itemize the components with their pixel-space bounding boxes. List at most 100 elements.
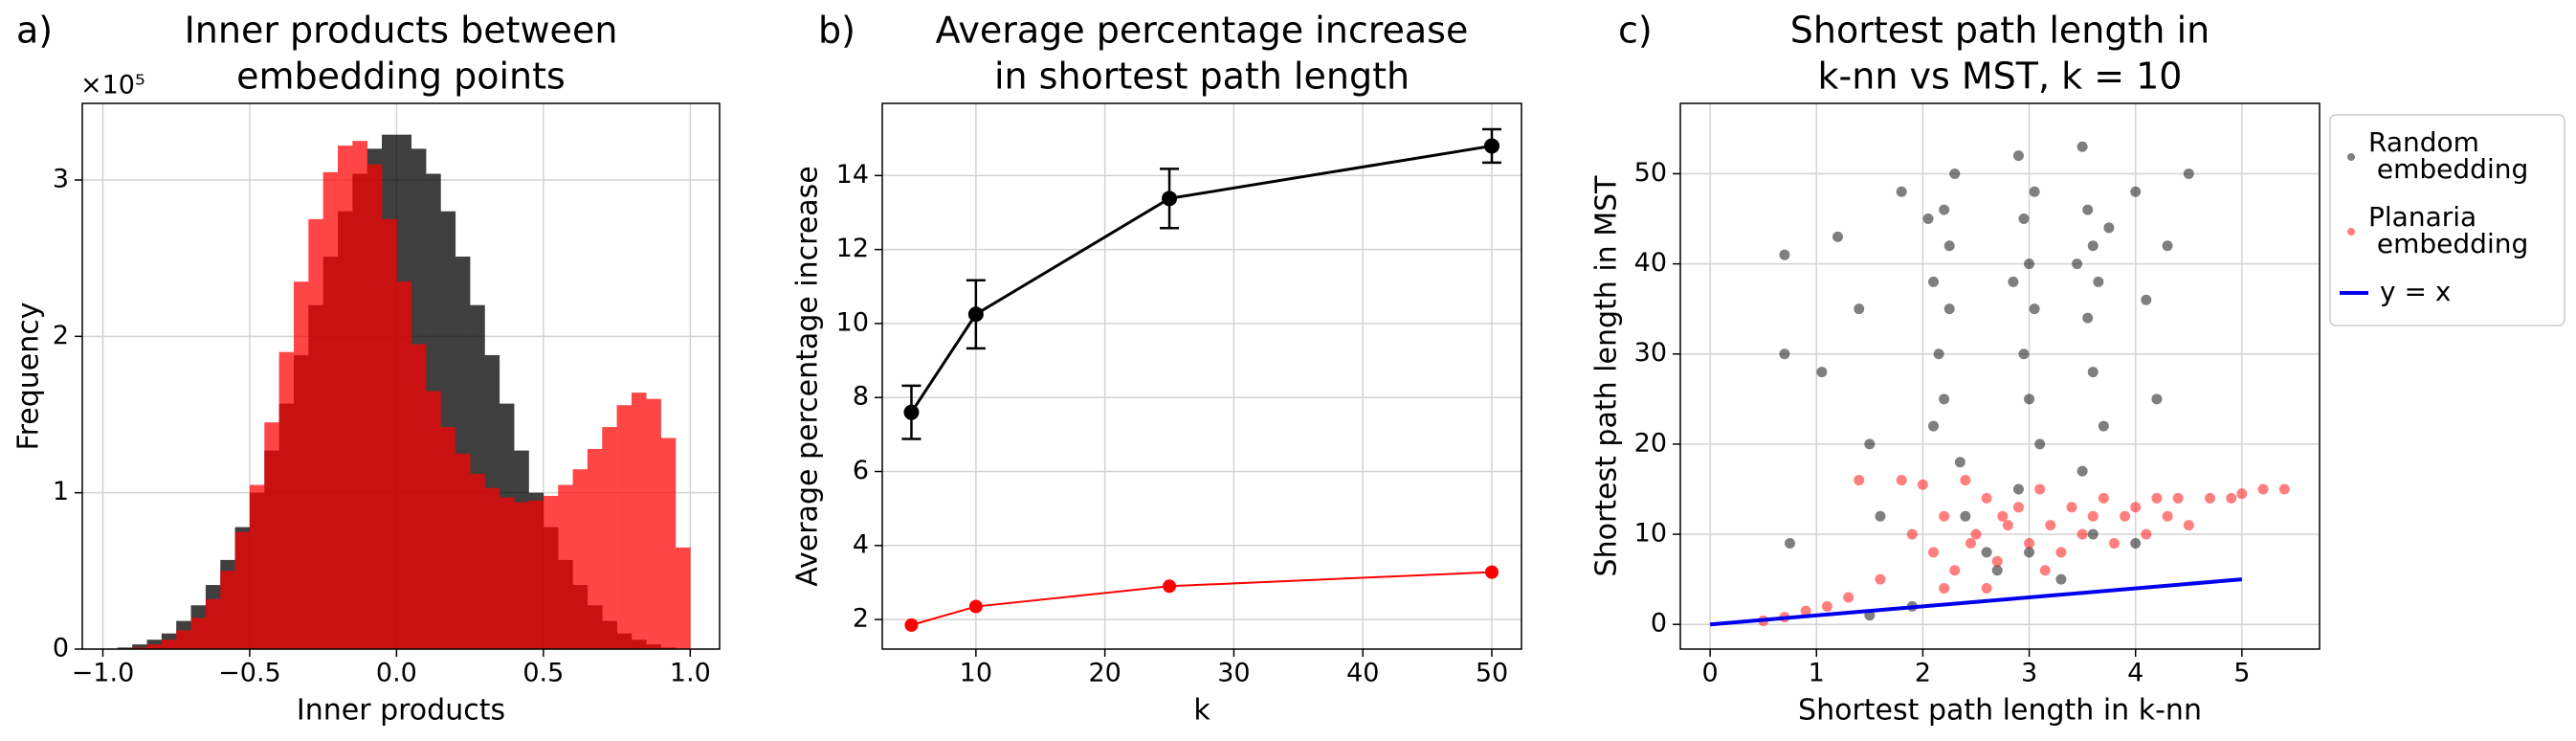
y-tick-label: 10 xyxy=(836,307,869,337)
x-tick-label: 5 xyxy=(2233,659,2250,688)
point xyxy=(2151,492,2163,504)
bar xyxy=(308,218,323,649)
point xyxy=(2236,488,2248,500)
bar xyxy=(205,598,221,649)
point xyxy=(2012,483,2024,495)
bar xyxy=(646,398,661,649)
bar xyxy=(146,644,163,649)
point xyxy=(1928,420,1940,432)
x-tick-label: 0.0 xyxy=(376,659,417,688)
bar xyxy=(249,484,265,649)
point xyxy=(2029,186,2040,197)
point xyxy=(2012,150,2024,162)
legend-marker xyxy=(2347,153,2355,161)
point xyxy=(2098,492,2109,504)
x-axis-label: Inner products xyxy=(297,694,505,728)
bar xyxy=(278,351,295,649)
point xyxy=(2120,510,2131,522)
point xyxy=(1939,583,1950,595)
bar xyxy=(264,422,279,649)
x-tick-label: 10 xyxy=(960,659,992,688)
y-tick-label: 40 xyxy=(1634,248,1667,278)
point xyxy=(2172,492,2184,504)
chart-title: Shortest path length in xyxy=(1790,10,2210,52)
x-tick-label: 3 xyxy=(2021,659,2037,688)
bar xyxy=(396,281,412,649)
y-tick-label: 20 xyxy=(1634,428,1667,458)
bar xyxy=(675,547,691,649)
y-tick-label: 50 xyxy=(1634,158,1667,188)
point xyxy=(2039,565,2051,576)
x-tick-label: 4 xyxy=(2127,659,2143,688)
point xyxy=(1484,565,1499,579)
point xyxy=(1943,303,1955,315)
point xyxy=(2024,547,2035,558)
point xyxy=(1939,393,1950,405)
point xyxy=(2141,528,2152,540)
y-tick-label: 14 xyxy=(836,160,869,190)
point xyxy=(2093,276,2104,287)
point xyxy=(2130,186,2142,197)
point xyxy=(2108,537,2120,549)
point xyxy=(1928,276,1940,287)
point xyxy=(2076,528,2088,540)
point xyxy=(2018,213,2030,225)
point xyxy=(2082,204,2094,215)
point xyxy=(2082,312,2094,324)
point xyxy=(2034,483,2046,495)
bar xyxy=(587,448,603,649)
x-axis-label: k xyxy=(1193,694,1210,728)
bar xyxy=(470,474,485,649)
point xyxy=(2141,294,2152,305)
y-tick-label: 2 xyxy=(53,321,69,350)
line xyxy=(911,571,1493,626)
legend-label: Random embedding xyxy=(2368,126,2528,185)
point xyxy=(2162,240,2173,252)
point xyxy=(1943,240,1955,252)
bar xyxy=(176,630,191,649)
point xyxy=(1960,475,1971,486)
point xyxy=(1864,438,1876,450)
axes-frame xyxy=(1679,102,2321,650)
point xyxy=(2087,510,2099,522)
point xyxy=(2066,502,2077,513)
point xyxy=(1991,565,2003,576)
legend-marker xyxy=(2347,228,2355,236)
x-tick-label: 30 xyxy=(1217,659,1250,688)
bar xyxy=(543,495,559,649)
point xyxy=(1875,510,1886,522)
bar xyxy=(572,469,588,649)
chart-title: embedding points xyxy=(236,56,566,98)
chart-title: Inner products between xyxy=(185,10,618,52)
point xyxy=(1965,537,1976,549)
point xyxy=(2045,520,2056,531)
point xyxy=(2087,367,2099,378)
point xyxy=(2087,240,2099,252)
x-tick-label: 40 xyxy=(1346,659,1379,688)
point xyxy=(2024,537,2035,549)
chart-title: k-nn vs MST, k = 10 xyxy=(1818,56,2183,98)
point xyxy=(1800,605,1811,617)
bar xyxy=(132,644,147,649)
y-tick-label: 6 xyxy=(853,456,869,485)
point xyxy=(2130,537,2142,549)
chart-title: in shortest path length xyxy=(994,56,1410,98)
x-tick-label: 50 xyxy=(1476,659,1508,688)
bar xyxy=(455,453,471,649)
x-tick-label: −0.5 xyxy=(218,659,281,688)
point xyxy=(1960,510,1971,522)
y-tick-label: 10 xyxy=(1634,519,1667,549)
y-tick-label: 3 xyxy=(53,165,69,194)
point xyxy=(2018,348,2030,360)
point xyxy=(1917,479,1928,490)
x-tick-label: 1.0 xyxy=(670,659,711,688)
legend-box xyxy=(2329,114,2565,326)
y-tick-label: 8 xyxy=(853,382,869,412)
point xyxy=(1939,204,1950,215)
bar xyxy=(322,171,339,649)
point xyxy=(968,599,983,614)
bar xyxy=(411,344,427,649)
bar xyxy=(117,647,133,649)
point xyxy=(1896,186,1907,197)
histogram-series xyxy=(132,141,691,650)
